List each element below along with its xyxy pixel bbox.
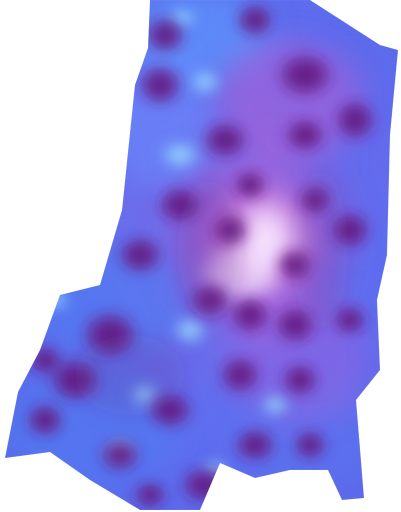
tissue-outline — [4, 0, 399, 511]
